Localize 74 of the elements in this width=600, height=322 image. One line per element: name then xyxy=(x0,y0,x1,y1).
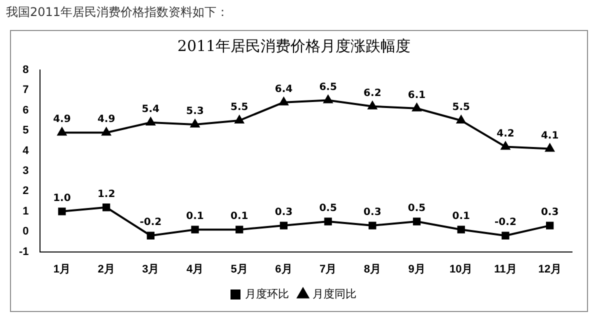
point xyxy=(502,232,510,240)
text: 我国2011年居民消费价格指数资料如下： xyxy=(6,4,229,21)
data-label: 1.2 xyxy=(97,188,116,200)
point xyxy=(236,226,244,234)
point xyxy=(191,226,199,234)
point xyxy=(190,120,200,128)
data-label: 0.3 xyxy=(364,207,382,218)
y-tick-label: 0 xyxy=(22,226,29,238)
legend-label: 月度环比 xyxy=(245,287,289,300)
y-tick-label: 5 xyxy=(22,124,29,137)
point xyxy=(412,218,421,226)
data-label: 6.1 xyxy=(408,90,426,101)
y-tick-label: 4 xyxy=(22,144,30,157)
chart-title: 2011年居民消费价格月度涨跌幅度 xyxy=(177,36,411,55)
point xyxy=(146,118,156,126)
point xyxy=(368,101,377,110)
y-tick-label: 8 xyxy=(22,64,29,76)
data-label: 5.4 xyxy=(142,104,160,116)
point xyxy=(146,232,154,240)
y-tick-label: 1 xyxy=(22,205,29,218)
data-label: 0.1 xyxy=(452,211,470,222)
data-label: 0.1 xyxy=(186,211,204,222)
point xyxy=(57,128,66,136)
data-label: 6.4 xyxy=(274,84,293,95)
point xyxy=(234,116,244,124)
x-tick-label: 9月 xyxy=(408,263,426,276)
y-tick-label: 2 xyxy=(22,185,29,198)
x-tick-label: 4月 xyxy=(186,263,204,276)
data-label: 0.3 xyxy=(274,207,293,218)
point xyxy=(58,208,66,216)
point xyxy=(102,128,111,136)
point xyxy=(545,144,554,152)
x-tick-label: 6月 xyxy=(275,263,292,276)
x-tick-label: 12月 xyxy=(538,263,562,276)
data-label: 1.0 xyxy=(53,192,71,204)
x-tick-label: 5月 xyxy=(230,263,248,276)
point xyxy=(368,222,376,230)
x-tick-label: 1月 xyxy=(53,263,71,276)
x-tick-label: 3月 xyxy=(142,263,160,276)
point xyxy=(457,226,465,234)
data-label: 4.9 xyxy=(97,114,116,126)
point xyxy=(324,95,333,104)
data-label: 4.2 xyxy=(496,128,514,140)
point xyxy=(280,222,288,230)
x-tick-label: 11月 xyxy=(494,263,517,276)
data-label: 0.3 xyxy=(540,207,559,218)
y-tick-label: 6 xyxy=(22,104,29,116)
data-label: -0.2 xyxy=(494,217,516,228)
data-label: 5.5 xyxy=(230,102,248,114)
y-tick-label: -1 xyxy=(19,246,29,258)
data-label: 6.5 xyxy=(319,82,337,93)
data-label: 4.9 xyxy=(53,114,71,126)
data-label: 4.1 xyxy=(540,130,559,142)
x-tick-label: 2月 xyxy=(98,263,115,276)
data-label: -0.2 xyxy=(140,217,162,228)
data-label: 6.2 xyxy=(364,88,382,99)
legend-label: 月度同比 xyxy=(312,287,356,300)
point xyxy=(501,142,510,150)
x-tick-label: 8月 xyxy=(364,263,381,276)
data-label: 5.3 xyxy=(186,106,204,118)
x-tick-label: 7月 xyxy=(320,263,337,276)
point xyxy=(102,204,110,212)
point xyxy=(279,97,288,106)
data-label: 5.5 xyxy=(452,102,470,114)
y-tick-label: 3 xyxy=(22,165,29,178)
x-tick-label: 10月 xyxy=(449,263,473,276)
point xyxy=(324,218,332,226)
point xyxy=(412,103,422,112)
data-label: 0.1 xyxy=(230,211,248,222)
data-label: 0.5 xyxy=(408,203,426,214)
y-tick-label: 7 xyxy=(22,84,29,96)
data-label: 0.5 xyxy=(319,203,337,214)
point xyxy=(456,116,466,124)
point xyxy=(546,222,554,230)
